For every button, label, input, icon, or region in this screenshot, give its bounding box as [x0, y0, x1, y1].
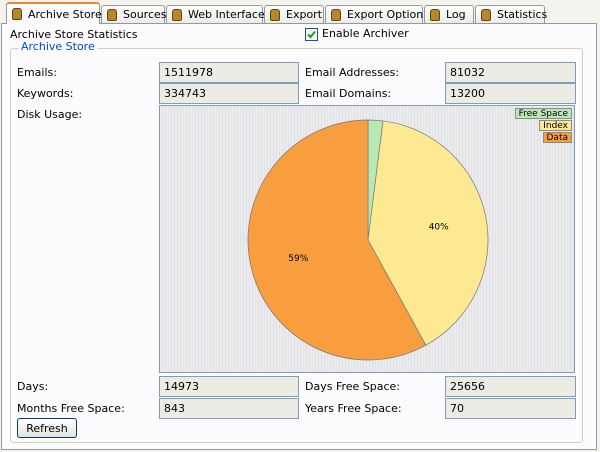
years-free-space-field[interactable]: 70 [445, 398, 576, 419]
email-addresses-field[interactable]: 81032 [445, 62, 576, 83]
tab-archive-store[interactable]: Archive Store [6, 2, 102, 24]
disk-usage-label: Disk Usage: [17, 108, 83, 121]
days-label: Days: [17, 380, 49, 393]
database-icon [172, 8, 182, 21]
tab-sources[interactable]: Sources [101, 5, 167, 23]
refresh-button-label: Refresh [26, 421, 68, 435]
keywords-field[interactable]: 334743 [159, 83, 299, 104]
enable-archiver-checkbox[interactable] [305, 28, 318, 41]
pie-label-data: 59% [288, 254, 308, 264]
tab-label: Web Interface [188, 8, 265, 21]
days-free-space-field[interactable]: 25656 [445, 376, 576, 397]
tab-log[interactable]: Log [424, 5, 474, 23]
tab-label: Sources [123, 8, 167, 21]
database-icon [107, 8, 117, 21]
tab-label: Export Options [347, 8, 429, 21]
legend-item-data: Data [542, 132, 572, 143]
months-free-space-field[interactable]: 843 [159, 398, 299, 419]
database-icon [270, 8, 280, 21]
archive-store-group [10, 48, 583, 443]
tab-statistics[interactable]: Statistics [475, 5, 548, 23]
database-icon [481, 8, 491, 21]
months-free-space-label: Months Free Space: [17, 402, 125, 415]
legend-item-free-space: Free Space [514, 108, 572, 119]
keywords-label: Keywords: [17, 87, 74, 100]
days-field[interactable]: 14973 [159, 376, 299, 397]
email-domains-label: Email Domains: [305, 87, 392, 100]
pie-label-index: 40% [429, 223, 449, 233]
legend-item-index: Index [539, 120, 572, 131]
enable-archiver-label[interactable]: Enable Archiver [322, 27, 409, 40]
refresh-button[interactable]: Refresh [17, 418, 77, 438]
group-title: Archive Store [18, 40, 98, 53]
tab-label: Archive Store [28, 7, 102, 21]
days-free-space-label: Days Free Space: [305, 380, 401, 393]
database-icon [430, 8, 440, 21]
emails-field[interactable]: 1511978 [159, 62, 299, 83]
checkmark-icon [307, 30, 316, 39]
pie-slice-data [247, 119, 427, 361]
email-addresses-label: Email Addresses: [305, 66, 400, 79]
tab-export[interactable]: Export [264, 5, 324, 23]
disk-usage-chart: 40% 59% Free Space Index Data [159, 105, 575, 373]
years-free-space-label: Years Free Space: [305, 402, 402, 415]
tab-label: Statistics [497, 8, 548, 21]
tab-label: Log [446, 8, 466, 21]
tab-label: Export [286, 8, 323, 21]
pie-slice-index [367, 120, 489, 346]
database-icon [331, 8, 341, 21]
tab-export-options[interactable]: Export Options [325, 5, 429, 23]
pie-chart: 40% 59% [247, 119, 489, 361]
emails-label: Emails: [17, 66, 57, 79]
page-title: Archive Store Statistics [10, 28, 138, 41]
database-icon [12, 8, 22, 20]
email-domains-field[interactable]: 13200 [445, 83, 576, 104]
tab-web-interface[interactable]: Web Interface [166, 5, 265, 23]
tab-bar: Archive Store Sources Web Interface Expo… [0, 0, 600, 24]
